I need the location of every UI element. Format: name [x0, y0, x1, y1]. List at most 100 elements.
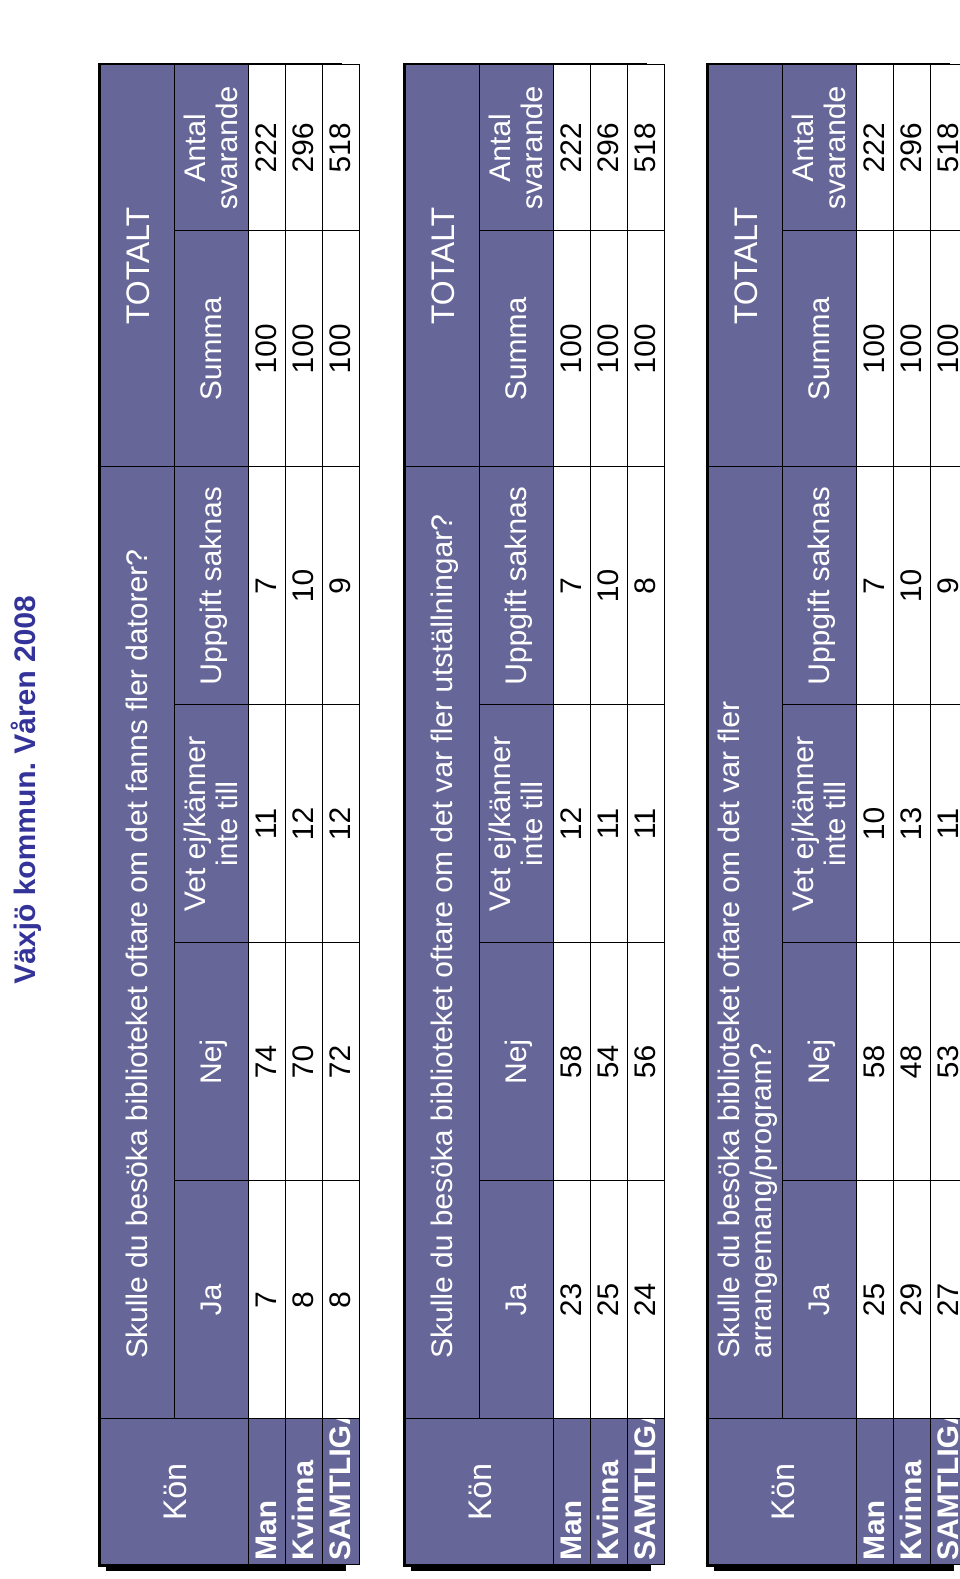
cell-antal-svarande: 222: [553, 64, 591, 231]
table-row: Man 7 74 11 7 100 222: [248, 64, 286, 1565]
column-header-uppgift-saknas: Uppgift saknas: [174, 466, 249, 705]
column-header-nej: Nej: [479, 942, 554, 1181]
row-label: Man: [553, 1418, 591, 1565]
cell-ja: 25: [590, 1180, 628, 1419]
cell-nej: 56: [627, 942, 665, 1181]
cell-uppgift-saknas: 7: [553, 466, 591, 705]
table-row: Man 25 58 10 7 100 222: [856, 64, 894, 1565]
kon-header: Kön: [100, 1418, 249, 1565]
cell-antal-svarande: 296: [285, 64, 323, 231]
cell-antal-svarande: 222: [248, 64, 286, 231]
cell-vet-ej: 11: [930, 704, 960, 943]
cell-ja: 27: [930, 1180, 960, 1419]
cell-nej: 70: [285, 942, 323, 1181]
table-row: Kvinna 25 54 11 10 100 296: [590, 64, 628, 1565]
row-label: SAMTLIGA: [627, 1418, 665, 1565]
cell-nej: 74: [248, 942, 286, 1181]
column-header-ja: Ja: [782, 1180, 857, 1419]
row-label: Kvinna: [285, 1418, 323, 1565]
column-header-vet-ej: Vet ej/känner inte till: [479, 704, 554, 943]
cell-antal-svarande: 296: [590, 64, 628, 231]
cell-vet-ej: 11: [627, 704, 665, 943]
cell-summa: 100: [285, 230, 323, 467]
cell-antal-svarande: 518: [322, 64, 360, 231]
kon-header: Kön: [405, 1418, 554, 1565]
cell-uppgift-saknas: 9: [322, 466, 360, 705]
survey-table: Kön Skulle du besöka biblioteket oftare …: [708, 63, 960, 1565]
table-row: Kvinna 29 48 13 10 100 296: [893, 64, 931, 1565]
cell-antal-svarande: 518: [930, 64, 960, 231]
column-header-uppgift-saknas: Uppgift saknas: [782, 466, 857, 705]
cell-nej: 54: [590, 942, 628, 1181]
survey-table-utstallningar: Kön Skulle du besöka biblioteket oftare …: [404, 52, 665, 1578]
cell-ja: 8: [285, 1180, 323, 1419]
cell-uppgift-saknas: 7: [856, 466, 894, 705]
cell-summa: 100: [248, 230, 286, 467]
question-header: Skulle du besöka biblioteket oftare om d…: [100, 466, 175, 1419]
cell-uppgift-saknas: 10: [893, 466, 931, 705]
cell-summa: 100: [322, 230, 360, 467]
column-header-uppgift-saknas: Uppgift saknas: [479, 466, 554, 705]
cell-ja: 25: [856, 1180, 894, 1419]
row-label: Man: [856, 1418, 894, 1565]
question-header: Skulle du besöka biblioteket oftare om d…: [405, 466, 480, 1419]
totalt-header: TOTALT: [100, 64, 175, 467]
column-header-nej: Nej: [782, 942, 857, 1181]
cell-ja: 29: [893, 1180, 931, 1419]
cell-vet-ej: 12: [553, 704, 591, 943]
cell-summa: 100: [627, 230, 665, 467]
cell-nej: 72: [322, 942, 360, 1181]
cell-antal-svarande: 296: [893, 64, 931, 231]
column-header-antal-svarande: Antal svarande: [174, 64, 249, 231]
cell-summa: 100: [590, 230, 628, 467]
cell-summa: 100: [553, 230, 591, 467]
row-label: SAMTLIGA: [322, 1418, 360, 1565]
question-header: Skulle du besöka biblioteket oftare om d…: [708, 466, 783, 1419]
column-header-summa: Summa: [479, 230, 554, 467]
column-header-ja: Ja: [174, 1180, 249, 1419]
survey-table-arrangemang: Kön Skulle du besöka biblioteket oftare …: [707, 52, 960, 1578]
column-header-summa: Summa: [782, 230, 857, 467]
table-row: Man 23 58 12 7 100 222: [553, 64, 591, 1565]
row-label: Kvinna: [590, 1418, 628, 1565]
column-header-ja: Ja: [479, 1180, 554, 1419]
column-header-antal-svarande: Antal svarande: [782, 64, 857, 231]
row-label: Kvinna: [893, 1418, 931, 1565]
cell-vet-ej: 13: [893, 704, 931, 943]
cell-ja: 7: [248, 1180, 286, 1419]
cell-vet-ej: 11: [590, 704, 628, 943]
cell-vet-ej: 11: [248, 704, 286, 943]
row-label: SAMTLIGA: [930, 1418, 960, 1565]
table-row: SAMTLIGA 8 72 12 9 100 518: [322, 64, 360, 1565]
survey-table: Kön Skulle du besöka biblioteket oftare …: [100, 63, 360, 1565]
kon-header: Kön: [708, 1418, 857, 1565]
cell-vet-ej: 10: [856, 704, 894, 943]
table-row: SAMTLIGA 24 56 11 8 100 518: [627, 64, 665, 1565]
survey-table-datorer: Kön Skulle du besöka biblioteket oftare …: [99, 52, 360, 1578]
cell-ja: 23: [553, 1180, 591, 1419]
cell-uppgift-saknas: 9: [930, 466, 960, 705]
column-header-summa: Summa: [174, 230, 249, 467]
column-header-nej: Nej: [174, 942, 249, 1181]
cell-uppgift-saknas: 8: [627, 466, 665, 705]
totalt-header: TOTALT: [708, 64, 783, 467]
table-row: Kvinna 8 70 12 10 100 296: [285, 64, 323, 1565]
totalt-header: TOTALT: [405, 64, 480, 467]
cell-uppgift-saknas: 10: [285, 466, 323, 705]
column-header-vet-ej: Vet ej/känner inte till: [782, 704, 857, 943]
page-title: Växjö kommun. Våren 2008: [9, 595, 42, 984]
cell-nej: 53: [930, 942, 960, 1181]
row-label: Man: [248, 1418, 286, 1565]
cell-nej: 58: [856, 942, 894, 1181]
cell-vet-ej: 12: [322, 704, 360, 943]
cell-ja: 24: [627, 1180, 665, 1419]
survey-table: Kön Skulle du besöka biblioteket oftare …: [405, 64, 665, 1565]
cell-antal-svarande: 518: [627, 64, 665, 231]
cell-summa: 100: [893, 230, 931, 467]
column-header-vet-ej: Vet ej/känner inte till: [174, 704, 249, 943]
cell-antal-svarande: 222: [856, 64, 894, 231]
cell-vet-ej: 12: [285, 704, 323, 943]
cell-summa: 100: [930, 230, 960, 467]
cell-uppgift-saknas: 7: [248, 466, 286, 705]
cell-nej: 58: [553, 942, 591, 1181]
